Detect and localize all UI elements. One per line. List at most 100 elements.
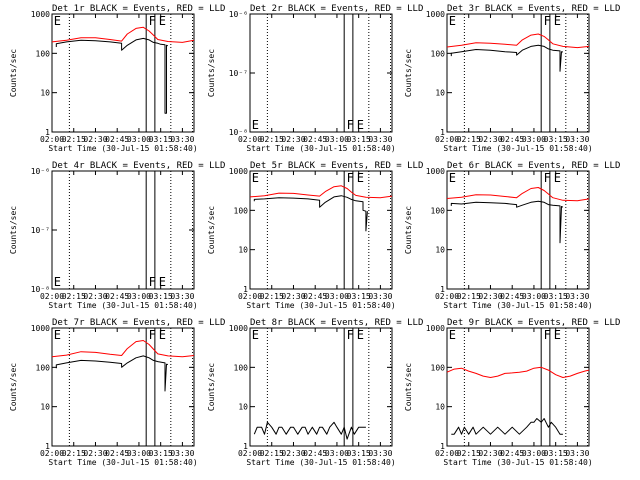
y-tick-label: 10⁻⁸ [229, 128, 248, 137]
x-tick-label: 02:00 [40, 449, 64, 458]
events-series-line [253, 195, 368, 232]
flag-letter: F [544, 14, 551, 28]
flag-letter: F [149, 14, 156, 28]
events-series-line [55, 37, 169, 114]
flag-letter: E [252, 328, 259, 342]
y-tick-label: 10 [238, 403, 248, 412]
y-tick-label: 10⁻⁸ [31, 285, 50, 294]
events-series-line [450, 200, 564, 244]
lld-series-line [51, 340, 195, 358]
x-tick-label: 03:15 [149, 292, 173, 301]
x-tick-label: 02:45 [500, 449, 524, 458]
x-tick-label: 02:00 [238, 135, 262, 144]
x-tick-label: 03:30 [368, 292, 392, 301]
flag-letter: E [159, 275, 166, 289]
x-tick-label: 02:15 [457, 449, 481, 458]
plot-frame [51, 327, 195, 447]
x-tick-label: 03:15 [544, 292, 568, 301]
flag-letter: E [357, 171, 364, 185]
flag-letter: E [54, 14, 61, 28]
y-tick-label: 1000 [229, 324, 248, 333]
panel-title: Det 7r BLACK = Events, RED = LLD [52, 318, 225, 328]
x-tick-label: 03:00 [127, 292, 151, 301]
x-tick-label: 03:15 [149, 135, 173, 144]
y-tick-label: 100 [431, 363, 446, 372]
events-series-line [253, 421, 366, 440]
x-tick-label: 03:30 [170, 449, 194, 458]
flag-letter: E [554, 14, 561, 28]
x-tick-label: 02:30 [478, 135, 502, 144]
x-tick-label: 02:45 [105, 135, 129, 144]
panel-title: Det 2r BLACK = Events, RED = LLD [250, 4, 423, 14]
x-tick-label: 03:00 [325, 292, 349, 301]
plot-frame [249, 13, 393, 133]
plot-frame [51, 13, 195, 133]
panel-title: Det 1r BLACK = Events, RED = LLD [52, 4, 225, 14]
y-tick-label: 1000 [426, 167, 445, 176]
flag-letter: F [347, 118, 354, 132]
x-tick-label: 02:45 [303, 292, 327, 301]
x-tick-label: 03:15 [544, 135, 568, 144]
x-tick-label: 02:30 [478, 449, 502, 458]
x-tick-label: 02:00 [40, 292, 64, 301]
x-tick-label: 03:15 [347, 449, 371, 458]
events-series-line [55, 355, 169, 392]
flag-letter: E [357, 328, 364, 342]
y-tick-label: 1 [440, 442, 445, 451]
x-tick-label: 03:00 [325, 449, 349, 458]
x-axis-label: Start Time (30-Jul-15 01:58:40) [48, 301, 197, 310]
flag-letter: E [159, 328, 166, 342]
events-series-line [451, 418, 563, 435]
x-tick-label: 03:30 [368, 449, 392, 458]
x-tick-label: 02:15 [62, 135, 86, 144]
y-axis-label: Counts/sec [207, 363, 216, 411]
x-tick-label: 02:00 [40, 135, 64, 144]
x-tick-label: 03:00 [522, 135, 546, 144]
x-tick-label: 03:15 [544, 449, 568, 458]
x-tick-label: 03:30 [170, 135, 194, 144]
x-tick-label: 03:30 [565, 449, 589, 458]
y-tick-label: 10⁻⁷ [31, 226, 50, 235]
x-axis-label: Start Time (30-Jul-15 01:58:40) [246, 458, 395, 467]
flag-letter: E [554, 171, 561, 185]
x-tick-label: 02:45 [303, 135, 327, 144]
x-tick-label: 03:30 [565, 292, 589, 301]
x-tick-label: 02:30 [83, 449, 107, 458]
y-tick-label: 10 [40, 403, 50, 412]
lld-series-line [446, 33, 590, 49]
plot-frame [446, 13, 590, 133]
y-tick-label: 1 [45, 128, 50, 137]
x-tick-label: 02:00 [435, 135, 459, 144]
x-tick-label: 02:30 [478, 292, 502, 301]
x-tick-label: 02:45 [500, 135, 524, 144]
flag-letter: E [449, 328, 456, 342]
x-tick-label: 03:30 [170, 292, 194, 301]
y-axis-label: Counts/sec [404, 363, 413, 411]
plot-frame [446, 327, 590, 447]
y-axis-label: Counts/sec [9, 363, 18, 411]
x-tick-label: 02:15 [260, 449, 284, 458]
x-axis-label: Start Time (30-Jul-15 01:58:40) [443, 144, 592, 153]
plot-frame [446, 170, 590, 290]
x-axis-label: Start Time (30-Jul-15 01:58:40) [48, 458, 197, 467]
y-axis-label: Counts/sec [9, 206, 18, 254]
y-tick-label: 100 [36, 363, 51, 372]
plot-frame [249, 170, 393, 290]
panel-title: Det 8r BLACK = Events, RED = LLD [250, 318, 423, 328]
y-tick-label: 10⁻⁶ [31, 167, 50, 176]
y-tick-label: 100 [234, 363, 249, 372]
x-axis-label: Start Time (30-Jul-15 01:58:40) [246, 144, 395, 153]
events-series-line [450, 44, 564, 72]
flag-letter: E [159, 14, 166, 28]
y-axis-label: Counts/sec [404, 49, 413, 97]
x-tick-label: 03:15 [347, 292, 371, 301]
y-axis-label: Counts/sec [207, 206, 216, 254]
x-tick-label: 03:15 [149, 449, 173, 458]
